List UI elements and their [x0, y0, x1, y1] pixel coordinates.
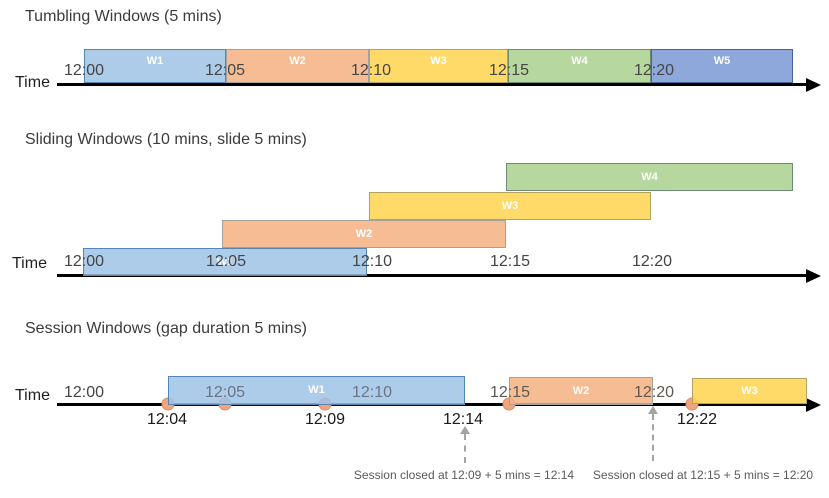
sliding-tick-1215: 12:15 [489, 253, 531, 270]
tumbling-window-w5: W5 [651, 49, 793, 83]
sliding-window-w3: W3 [369, 192, 651, 220]
tumbling-window-w3: W3 [369, 49, 508, 83]
session-tick-1215: 12:15 [489, 384, 531, 401]
session-event-label-1222: 12:22 [676, 411, 718, 428]
session-tick-1200: 12:00 [63, 384, 105, 401]
sliding-window-w1-label: W1 [216, 255, 234, 268]
tumbling-tick-1205: 12:05 [204, 62, 246, 79]
sliding-tick-1205: 12:05 [205, 253, 247, 270]
sliding-axis-arrowhead-icon [806, 269, 821, 283]
session-window-w2-label: W2 [572, 384, 590, 397]
sliding-tick-1220: 12:20 [631, 253, 673, 270]
tumbling-tick-1200: 12:00 [63, 62, 105, 79]
sliding-time-axis [57, 274, 808, 277]
arrow-up-head-icon [460, 426, 470, 434]
sliding-window-w1: W1 [83, 248, 367, 276]
sliding-title: Sliding Windows (10 mins, slide 5 mins) [25, 131, 307, 148]
session-window-w3: W3 [692, 378, 807, 404]
session-event-label-1214: 12:14 [442, 411, 484, 428]
session-event-label-1204: 12:04 [146, 411, 188, 428]
session-window-w1-label: W1 [308, 384, 325, 396]
sliding-window-w2-label: W2 [355, 227, 373, 240]
tumbling-title: Tumbling Windows (5 mins) [25, 8, 222, 25]
session-axis-arrowhead-icon [806, 398, 821, 412]
tumbling-window-w4: W4 [508, 49, 651, 83]
sliding-tick-1200: 12:00 [63, 253, 105, 270]
tumbling-time-axis [57, 83, 808, 86]
tumbling-window-w3-label: W3 [430, 55, 447, 67]
arrow-up-head-icon [648, 406, 658, 414]
session-tick-1220: 12:20 [633, 384, 675, 401]
tumbling-window-w1-label: W1 [146, 55, 164, 67]
tumbling-window-w2: W2 [226, 49, 369, 83]
sliding-tick-1210: 12:10 [351, 253, 393, 270]
session-annotation-2: Session closed at 12:15 + 5 mins = 12:20 [592, 468, 814, 482]
session-title: Session Windows (gap duration 5 mins) [25, 320, 307, 337]
tumbling-tick-1210: 12:10 [350, 62, 392, 79]
session-window-w3-label: W3 [741, 384, 758, 397]
sliding-window-w4: W4 [506, 163, 793, 191]
session-time-axis-label: Time [15, 387, 50, 404]
tumbling-tick-1215: 12:15 [488, 62, 530, 79]
session-tick-1205: 12:05 [204, 384, 246, 401]
tumbling-axis-arrowhead-icon [806, 78, 821, 92]
session-window-w1: W1 [168, 376, 465, 405]
session-close-arrow-icon [648, 406, 658, 461]
sliding-window-w2: W2 [222, 220, 506, 248]
sliding-window-w4-label: W4 [641, 170, 658, 183]
session-tick-1210: 12:10 [351, 384, 393, 401]
tumbling-window-w2-label: W2 [289, 55, 306, 67]
tumbling-window-w5-label: W5 [713, 55, 731, 67]
tumbling-time-axis-label: Time [15, 74, 50, 91]
sliding-time-axis-label: Time [12, 255, 47, 272]
session-annotation-1: Session closed at 12:09 + 5 mins = 12:14 [353, 468, 575, 482]
session-close-arrow-icon [460, 426, 470, 463]
session-window-w2: W2 [509, 377, 653, 405]
tumbling-window-w1: W1 [84, 49, 226, 83]
session-event-label-1209: 12:09 [304, 411, 346, 428]
tumbling-tick-1220: 12:20 [633, 62, 675, 79]
sliding-window-w3-label: W3 [501, 199, 519, 212]
tumbling-window-w4-label: W4 [571, 55, 588, 67]
